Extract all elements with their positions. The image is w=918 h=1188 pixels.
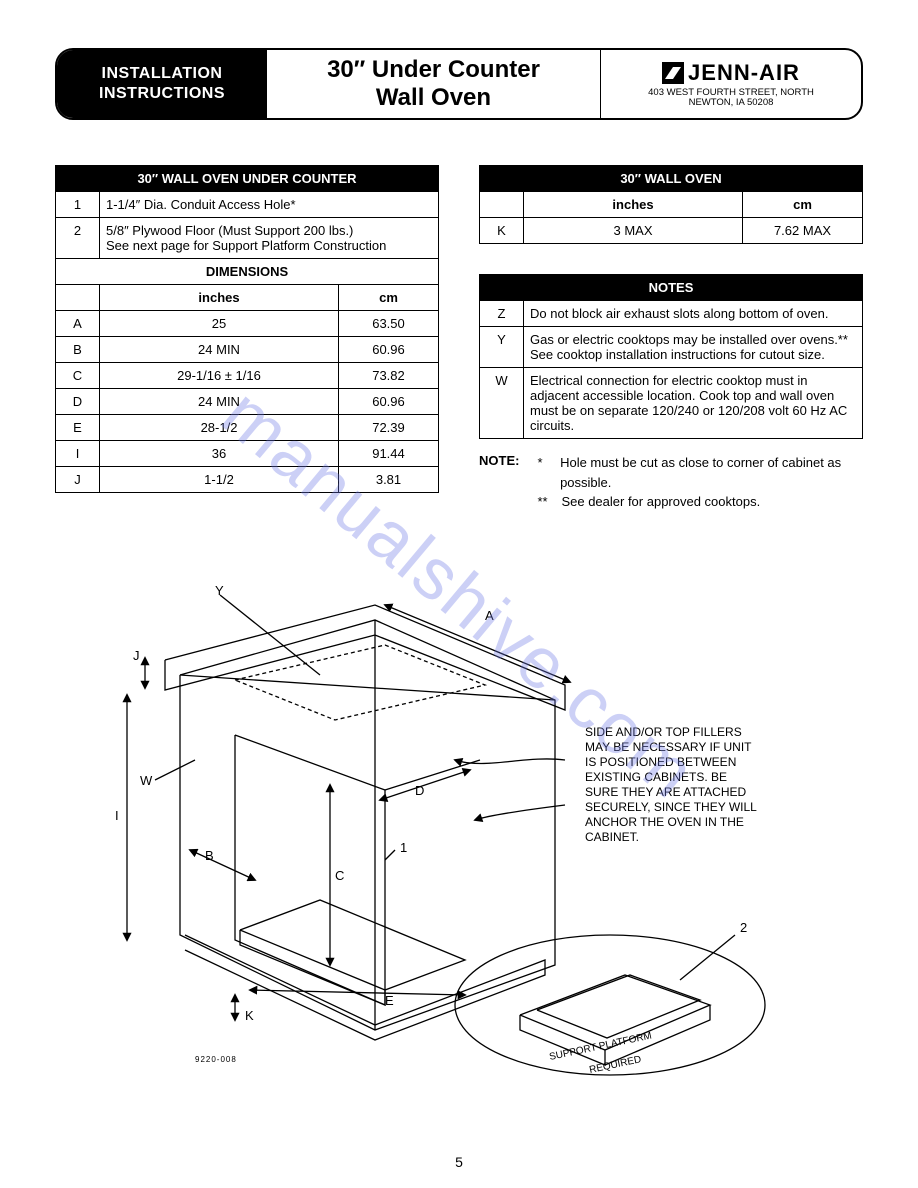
header-left-line1: INSTALLATION (102, 64, 223, 84)
header-bar: INSTALLATION INSTRUCTIONS 30″ Under Coun… (55, 48, 863, 120)
note-label: NOTE: (479, 453, 519, 512)
jennair-logo-icon (662, 62, 684, 84)
table1-item-text: 5/8″ Plywood Floor (Must Support 200 lbs… (100, 218, 439, 259)
dim-in: 36 (100, 441, 339, 467)
svg-text:I: I (115, 808, 119, 823)
note-key: Z (480, 301, 524, 327)
dim-key: B (56, 337, 100, 363)
dim-cm: 91.44 (339, 441, 439, 467)
svg-text:K: K (245, 1008, 254, 1023)
dim-in: 3 MAX (524, 218, 743, 244)
svg-text:B: B (205, 848, 214, 863)
svg-text:1: 1 (400, 840, 407, 855)
svg-text:2: 2 (740, 920, 747, 935)
dim-key: D (56, 389, 100, 415)
figure-number: 9220-008 (195, 1055, 237, 1064)
dim-cm: 73.82 (339, 363, 439, 389)
svg-text:D: D (415, 783, 424, 798)
note-lines: * Hole must be cut as close to corner of… (537, 453, 863, 512)
dim-in: 24 MIN (100, 337, 339, 363)
note-sym: * (537, 453, 550, 492)
header-brand-block: JENN-AIR 403 WEST FOURTH STREET, NORTH N… (601, 50, 861, 118)
dim-cm: 3.81 (339, 467, 439, 493)
svg-text:C: C (335, 868, 344, 883)
table1-item-key: 1 (56, 192, 100, 218)
svg-text:E: E (385, 993, 394, 1008)
dim-in: 25 (100, 311, 339, 337)
note-key: Y (480, 327, 524, 368)
dim-in: 1-1/2 (100, 467, 339, 493)
header-left-line2: INSTRUCTIONS (99, 84, 225, 104)
col-inches: inches (524, 192, 743, 218)
page-number: 5 (0, 1154, 918, 1170)
dim-key: E (56, 415, 100, 441)
header-title-line2: Wall Oven (376, 84, 491, 112)
svg-text:J: J (133, 648, 140, 663)
dim-cm: 60.96 (339, 389, 439, 415)
dim-key: I (56, 441, 100, 467)
col-cm: cm (743, 192, 863, 218)
svg-text:Y: Y (215, 583, 224, 598)
right-column: 30″ WALL OVEN inches cm K 3 MAX 7.62 MAX… (479, 165, 863, 512)
brand-row: JENN-AIR (662, 60, 800, 86)
blank-cell (480, 192, 524, 218)
dim-key: J (56, 467, 100, 493)
cabinet-diagram: A J I W B C D E K Y 1 2 SUPPORT PLATFORM… (85, 560, 835, 1120)
svg-text:REQUIRED: REQUIRED (588, 1054, 642, 1076)
blank-cell (56, 285, 100, 311)
header-title-line1: 30″ Under Counter (327, 56, 540, 84)
brand-text: JENN-AIR (688, 60, 800, 86)
header-title-block: 30″ Under Counter Wall Oven (267, 50, 601, 118)
note-text: Gas or electric cooktops may be installe… (524, 327, 863, 368)
brand-address: 403 WEST FOURTH STREET, NORTH NEWTON, IA… (648, 88, 814, 109)
svg-text:W: W (140, 773, 153, 788)
note-line-text: Hole must be cut as close to corner of c… (560, 453, 863, 492)
note-text: Electrical connection for electric cookt… (524, 368, 863, 439)
dim-cm: 72.39 (339, 415, 439, 441)
dim-cm: 60.96 (339, 337, 439, 363)
note-key: W (480, 368, 524, 439)
svg-text:A: A (485, 608, 494, 623)
note-sym: ** (537, 492, 551, 512)
left-column: 30″ WALL OVEN UNDER COUNTER 1 1-1/4″ Dia… (55, 165, 439, 512)
under-counter-table: 30″ WALL OVEN UNDER COUNTER 1 1-1/4″ Dia… (55, 165, 439, 493)
table1-title: 30″ WALL OVEN UNDER COUNTER (56, 166, 439, 192)
dims-title: DIMENSIONS (56, 259, 439, 285)
notes-table: NOTES ZDo not block air exhaust slots al… (479, 274, 863, 439)
header-left-block: INSTALLATION INSTRUCTIONS (57, 50, 267, 118)
dim-in: 24 MIN (100, 389, 339, 415)
dim-in: 28-1/2 (100, 415, 339, 441)
note-text: Do not block air exhaust slots along bot… (524, 301, 863, 327)
table1-item-text: 1-1/4″ Dia. Conduit Access Hole* (100, 192, 439, 218)
dim-key: A (56, 311, 100, 337)
wall-oven-table: 30″ WALL OVEN inches cm K 3 MAX 7.62 MAX (479, 165, 863, 244)
dim-key: C (56, 363, 100, 389)
tables-row: 30″ WALL OVEN UNDER COUNTER 1 1-1/4″ Dia… (55, 165, 863, 512)
dim-cm: 63.50 (339, 311, 439, 337)
addr-line2: NEWTON, IA 50208 (648, 98, 814, 108)
dim-key: K (480, 218, 524, 244)
note-line-text: See dealer for approved cooktops. (561, 492, 760, 512)
dim-cm: 7.62 MAX (743, 218, 863, 244)
table3-title: NOTES (480, 275, 863, 301)
diagram-side-note: SIDE AND/OR TOP FILLERS MAY BE NECESSARY… (585, 725, 760, 845)
table1-item-key: 2 (56, 218, 100, 259)
col-inches: inches (100, 285, 339, 311)
dim-in: 29-1/16 ± 1/16 (100, 363, 339, 389)
col-cm: cm (339, 285, 439, 311)
table2-title: 30″ WALL OVEN (480, 166, 863, 192)
bottom-note-block: NOTE: * Hole must be cut as close to cor… (479, 453, 863, 512)
